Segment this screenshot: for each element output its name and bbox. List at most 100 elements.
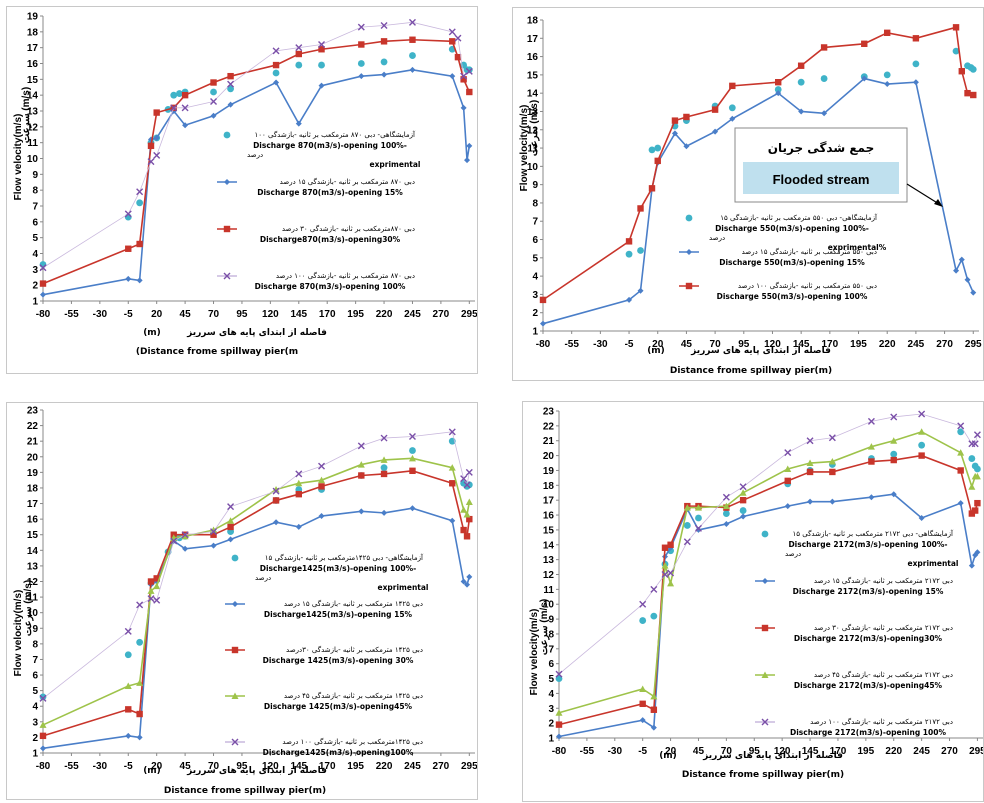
data-point [650, 692, 658, 700]
legend-marker [761, 718, 769, 726]
legend-label-fa: دبی ۲۱۷۲ مترمکعب بر ثانیه -بازشدگی ۱۵ در… [814, 576, 953, 585]
x-axis-unit: (m) [143, 328, 161, 338]
data-point [625, 238, 633, 245]
legend-marker [762, 578, 768, 584]
y-tick-label: 6 [532, 235, 538, 246]
y-tick-label: 19 [27, 468, 39, 479]
legend-label: Discharge1425(m3/s)-opening100% [263, 748, 414, 757]
x-tick-label: -80 [552, 746, 567, 757]
data-point [958, 256, 965, 263]
data-point [683, 504, 691, 511]
chart-canvas: 1234567891011121314151617181920212223-80… [13, 406, 477, 797]
legend-label: Discharge 2172(m3/s)-opening 100% [790, 728, 946, 737]
legend-label-fa-2: درصد [709, 234, 725, 242]
x-tick-label: 170 [830, 746, 847, 757]
data-point [912, 60, 920, 68]
legend-label: Discharge 2172(m3/s)-opening45% [794, 681, 943, 690]
data-point [39, 693, 47, 701]
chart-panel-bottom-left: 1 2 3 4 5 6 7 8 9 10 11 12 13 14 15 16 17 18 19 20 21 22 23 -80… [6, 402, 478, 800]
data-point [181, 104, 189, 112]
data-point [968, 483, 976, 490]
data-point [466, 142, 473, 149]
x-tick-label: 20 [652, 339, 664, 350]
chart-panel-top-left: 1 2 3 4 5 6 7 8 9 10 11 12 13 14 15 16 17 18 19 -80 -55 -30 -5… [6, 6, 478, 374]
data-point [661, 544, 669, 551]
data-point [136, 277, 143, 284]
x-tick-label: -30 [93, 761, 108, 772]
data-point [124, 651, 132, 659]
data-point [181, 531, 189, 539]
data-point [797, 78, 805, 86]
legend-marker [231, 692, 239, 699]
data-point [448, 464, 456, 471]
data-point [722, 493, 730, 501]
legend-entry: دبی ۸۷۰ مترمکعب بر ثانیه -بازشدگی ۱۰۰ در… [217, 271, 415, 291]
data-point [136, 679, 144, 686]
x-tick-label: 220 [879, 339, 896, 350]
data-point [968, 455, 976, 462]
data-point [722, 502, 730, 510]
data-point [798, 108, 805, 115]
data-point [650, 724, 657, 731]
data-point [124, 682, 132, 689]
y-tick-label: 21 [543, 436, 555, 447]
x-tick-label: -30 [593, 339, 608, 350]
legend-label: Discharge 1425(m3/s)-opening 30% [263, 656, 414, 665]
data-point [918, 410, 926, 418]
data-point [170, 91, 178, 99]
data-point [227, 517, 235, 524]
legend-label: Discharge 1425(m3/s)-opening45% [264, 702, 413, 711]
legend-marker [685, 214, 693, 222]
data-point [539, 296, 547, 304]
legend-label-2: exprimental% [828, 243, 887, 252]
legend-entry: دبی ۲۱۷۲ مترمکعب بر ثانیه -بازشدگی ۱۰۰ د… [755, 717, 953, 737]
data-point [381, 71, 388, 78]
legend-label-fa: دبی ۵۵۰ مترمکعب بر ثانیه -بازشدگی ۱۵ درص… [742, 247, 877, 256]
series-red [539, 24, 977, 304]
data-point [460, 76, 467, 83]
data-point [555, 670, 563, 678]
x-tick-label: 295 [965, 339, 982, 350]
legend-label-2: exprimental [907, 559, 958, 568]
data-point [556, 733, 562, 740]
data-point [295, 490, 302, 498]
legend-label-fa: آزمایشگاهی- دبی ۱۴۲۵مترمکعب بر ثانیه -با… [265, 553, 424, 562]
data-point [39, 732, 47, 740]
data-point [40, 745, 46, 752]
y-axis-label-fa: سرعت (m/s) [21, 87, 32, 143]
data-point [357, 60, 365, 67]
data-point [295, 479, 303, 487]
data-point [890, 437, 898, 444]
data-point [828, 458, 836, 465]
data-point [974, 465, 981, 473]
data-point [890, 456, 897, 464]
legend-label-fa: دبی ۲۱۷۲ مترمکعب بر ثانیه -بازشدگی ۴۵ در… [814, 670, 953, 679]
data-point [273, 79, 280, 86]
y-tick-label: 23 [27, 406, 39, 417]
legend-label-fa: دبی ۸۷۰مترمکعب بر ثانیه -بازشدگی ۳۰ درصد [282, 224, 415, 233]
data-point [39, 721, 47, 728]
legend-entry: دبی ۸۷۰ مترمکعب بر ثانیه -بازشدگی ۱۵ درص… [217, 177, 415, 197]
chart-canvas: 1234567891011121314151617181920212223-80… [529, 407, 983, 780]
legend-entry: دبی ۲۱۷۲ مترمکعب بر ثانیه -بازشدگی ۱۵ در… [755, 576, 953, 596]
data-point [639, 600, 647, 608]
data-point [555, 709, 563, 716]
x-axis-label-fa: فاصله از ابتدای پایه های سرریز [186, 766, 327, 776]
data-point [357, 442, 365, 450]
legend-marker [231, 646, 239, 654]
y-tick-label: 18 [543, 481, 555, 492]
x-axis-label-en: Distance frome spillway pier(m) [682, 770, 844, 780]
data-point [181, 532, 189, 540]
x-tick-label: 145 [290, 761, 307, 772]
legend-entry: دبی ۱۴۲۵ مترمکعب بر ثانیه -بازشدگی ۴۵ در… [225, 691, 423, 711]
data-point [147, 587, 155, 594]
y-tick-label: 18 [27, 483, 39, 494]
data-point [460, 72, 468, 80]
y-tick-label: 5 [548, 674, 554, 685]
data-point [454, 34, 462, 42]
data-point [723, 520, 730, 527]
x-tick-label: 20 [151, 761, 163, 772]
legend-label: Discharge 2172(m3/s)-opening30% [794, 634, 943, 643]
data-point [295, 523, 302, 530]
